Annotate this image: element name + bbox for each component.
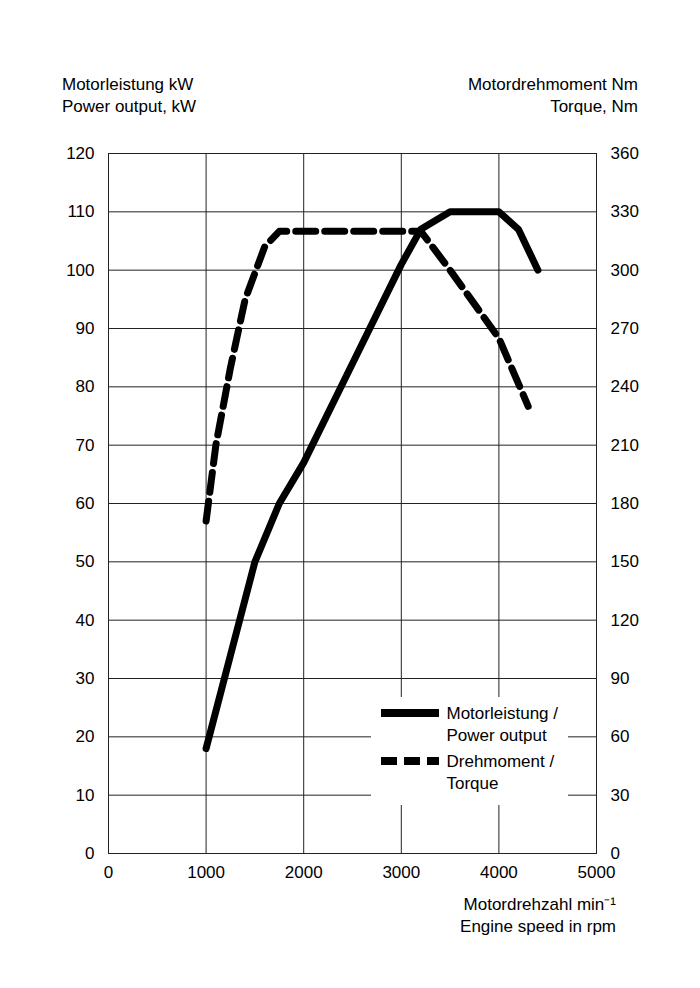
svg-text:30: 30	[611, 786, 630, 805]
svg-text:110: 110	[67, 202, 94, 221]
svg-text:0: 0	[104, 863, 113, 882]
svg-text:150: 150	[611, 552, 639, 571]
html-text:Motordrehmoment Nm: Motordrehmoment Nm	[467, 75, 638, 94]
html-text:Drehmoment /: Drehmoment /	[446, 752, 555, 771]
svg-text:80: 80	[76, 377, 95, 396]
html-text:Motorleistung kW: Motorleistung kW	[62, 75, 194, 94]
svg-text:50: 50	[76, 552, 95, 571]
svg-text:180: 180	[611, 494, 639, 513]
svg-text:60: 60	[611, 727, 630, 746]
svg-text:3000: 3000	[382, 863, 420, 882]
svg-text:120: 120	[66, 144, 94, 163]
html-text:Motorleistung /: Motorleistung /	[446, 704, 558, 723]
svg-text:40: 40	[76, 611, 95, 630]
svg-text:4000: 4000	[480, 863, 518, 882]
svg-text:90: 90	[611, 669, 630, 688]
html-text:Power output, kW: Power output, kW	[62, 97, 197, 116]
svg-text:2000: 2000	[285, 863, 323, 882]
html-text:Power output: Power output	[446, 726, 547, 745]
svg-text:300: 300	[611, 261, 639, 280]
svg-text:330: 330	[611, 202, 639, 221]
svg-text:30: 30	[76, 669, 95, 688]
svg-text:270: 270	[611, 319, 639, 338]
html-text:Torque: Torque	[446, 774, 499, 793]
svg-text:100: 100	[66, 261, 94, 280]
svg-text:60: 60	[76, 494, 95, 513]
svg-text:360: 360	[611, 144, 639, 163]
svg-text:210: 210	[611, 436, 639, 455]
html-text:Motordrehzahl min⁻¹: Motordrehzahl min⁻¹	[463, 895, 616, 914]
html-text:Engine speed in rpm: Engine speed in rpm	[460, 917, 616, 936]
svg-text:10: 10	[76, 786, 95, 805]
svg-text:0: 0	[611, 844, 620, 863]
svg-text:120: 120	[611, 611, 639, 630]
svg-text:5000: 5000	[578, 863, 616, 882]
svg-text:70: 70	[76, 436, 95, 455]
svg-text:240: 240	[611, 377, 639, 396]
svg-text:1000: 1000	[187, 863, 225, 882]
svg-text:90: 90	[76, 319, 95, 338]
svg-text:0: 0	[85, 844, 94, 863]
html-text:Torque, Nm: Torque, Nm	[550, 97, 638, 116]
svg-text:20: 20	[76, 727, 95, 746]
